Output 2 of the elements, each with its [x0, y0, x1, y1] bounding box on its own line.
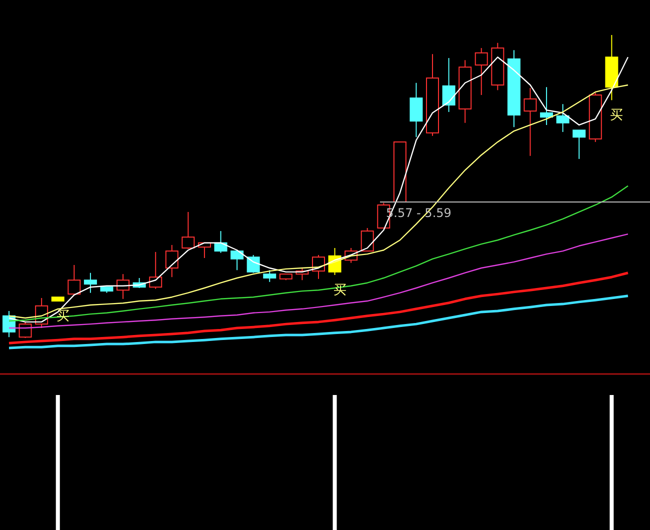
- annotation: 买: [610, 108, 624, 124]
- annotation: 买: [333, 282, 346, 298]
